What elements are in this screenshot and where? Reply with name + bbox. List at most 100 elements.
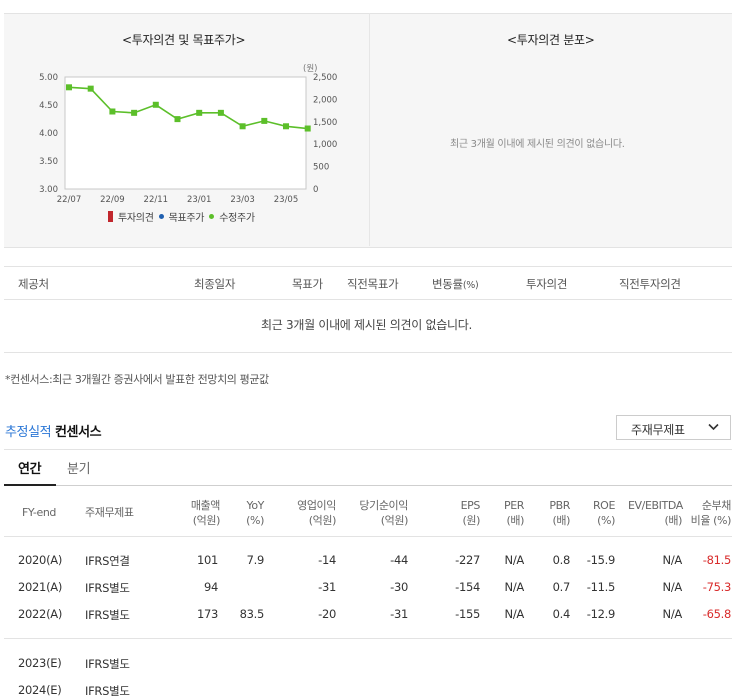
header-opinion: 투자의견 <box>526 277 568 291</box>
col-per-label: PER <box>503 499 524 512</box>
adjusted-price-point <box>196 109 203 116</box>
tab-annual[interactable]: 연간 <box>18 462 42 477</box>
col-roe: ROE (%) <box>581 498 615 528</box>
y-left-tick-label: 3.00 <box>39 185 58 195</box>
adjusted-price-point <box>261 117 268 124</box>
col-yoy: YoY (%) <box>230 498 264 528</box>
header-prev-target-price: 직전목표가 <box>347 277 399 291</box>
legend-opinion-swatch <box>108 211 113 222</box>
header-change-rate: 변동률(%) <box>432 276 479 292</box>
y-right-tick-label: 1,000 <box>313 140 337 150</box>
col-fy-end: FY-end <box>21 506 57 519</box>
cell-sales: 101 <box>196 553 218 567</box>
statement-select[interactable]: 주재무제표 <box>616 415 731 440</box>
adjusted-price-point <box>131 109 138 116</box>
cell-basis: IFRS별도 <box>85 608 130 622</box>
opinion-chart-title: <투자의견 및 목표주가> <box>122 33 246 47</box>
cell-sales: 173 <box>196 607 218 621</box>
cell-net: -31 <box>390 607 408 621</box>
adjusted-price-point <box>239 123 246 130</box>
cell-fy: 2020(A) <box>18 553 63 567</box>
actual-estimate-divider <box>4 638 732 639</box>
consensus-footnote: *컨센서스:최근 3개월간 증권사에서 발표한 전망치의 평균값 <box>5 373 269 386</box>
adjusted-price-point <box>174 116 181 123</box>
cell-basis: IFRS별도 <box>85 657 130 671</box>
col-ev-ebitda-label: EV/EBITDA <box>628 499 683 512</box>
cell-per: N/A <box>504 580 525 594</box>
adjusted-price-point <box>283 123 289 130</box>
statement-select-value: 주재무제표 <box>631 423 685 437</box>
header-prev-opinion: 직전투자의견 <box>619 277 681 291</box>
cell-pbr: 0.4 <box>552 607 571 621</box>
cell-roe: -11.5 <box>586 580 616 594</box>
col-pbr: PBR (배) <box>536 498 570 528</box>
cell-roe: -15.9 <box>586 553 616 567</box>
x-tick-label: 22/09 <box>100 195 125 205</box>
header-change-rate-label: 변동률 <box>432 277 463 291</box>
col-sales-unit: (억원) <box>192 514 221 527</box>
cell-debt: -75.3 <box>702 580 732 594</box>
col-basis: 주재무제표 <box>85 506 134 519</box>
opinion-chart: 22/07 22/09 22/11 23/01 23/03 23/05 5.00 4.50 4.… <box>39 64 337 205</box>
header-last-date: 최종일자 <box>194 277 236 291</box>
cell-sales: 94 <box>203 580 218 594</box>
y-right-tick-label: 500 <box>313 163 329 173</box>
y-right-tick-label: 2,500 <box>313 73 337 83</box>
chart-legend: 투자의견 목표주가 수정주가 <box>108 209 255 224</box>
legend-adjusted-label: 수정주가 <box>219 213 255 224</box>
chart-plot-area <box>64 76 307 190</box>
y-left-tick-label: 4.50 <box>39 101 58 111</box>
cell-debt: -81.5 <box>702 553 732 567</box>
cell-net: -30 <box>390 580 408 594</box>
y-right-unit: (원) <box>303 64 317 74</box>
tab-quarterly[interactable]: 분기 <box>67 462 91 477</box>
tab-annual-indicator <box>4 484 56 486</box>
cell-op: -14 <box>318 553 336 567</box>
y-right-tick-label: 1,500 <box>313 118 337 128</box>
cell-basis: IFRS별도 <box>85 581 130 595</box>
cell-ev: N/A <box>662 553 683 567</box>
col-operating-income-label: 영업이익 <box>297 499 336 512</box>
cell-net: -44 <box>390 553 408 567</box>
col-yoy-label: YoY <box>246 499 264 512</box>
cell-fy: 2022(A) <box>18 607 63 621</box>
col-per: PER (배) <box>490 498 524 528</box>
x-tick-label: 23/05 <box>274 195 299 205</box>
col-net-debt-ratio-label: 순부채 <box>701 499 732 512</box>
cell-op: -20 <box>318 607 336 621</box>
adjusted-price-point <box>66 84 72 91</box>
cell-fy: 2023(E) <box>18 656 62 670</box>
cell-per: N/A <box>504 553 525 567</box>
col-ev-ebitda: EV/EBITDA (배) <box>628 498 683 528</box>
header-provider: 제공처 <box>18 277 49 291</box>
col-operating-income: 영업이익 (억원) <box>280 498 336 528</box>
cell-pbr: 0.8 <box>552 553 571 567</box>
table-header-bottom-line <box>4 536 732 537</box>
cell-eps: -155 <box>455 607 480 621</box>
opinion-table-bottom-line <box>4 352 732 353</box>
col-net-income: 당기순이익 (억원) <box>348 498 408 528</box>
col-operating-income-unit: (억원) <box>308 514 337 527</box>
col-eps-label: EPS <box>460 499 481 512</box>
chevron-down-icon <box>708 423 719 431</box>
x-tick-label: 22/11 <box>144 195 169 205</box>
col-pbr-label: PBR <box>549 499 570 512</box>
col-per-unit: (배) <box>506 514 524 527</box>
opinion-table-empty: 최근 3개월 이내에 제시된 의견이 없습니다. <box>261 318 473 332</box>
col-net-debt-ratio-unit: 비율 (%) <box>690 514 732 527</box>
y-left-tick-label: 5.00 <box>39 73 58 83</box>
legend-opinion-label: 투자의견 <box>118 213 154 224</box>
cell-pbr: 0.7 <box>552 580 571 594</box>
consensus-title-rest: 컨센서스 <box>54 425 102 440</box>
y-left-tick-label: 3.50 <box>39 157 58 167</box>
adjusted-price-point <box>87 85 94 92</box>
cell-basis: IFRS연결 <box>85 554 130 568</box>
adjusted-price-point <box>152 101 159 108</box>
adjusted-price-point <box>217 109 224 116</box>
cell-roe: -12.9 <box>586 607 616 621</box>
legend-target-swatch <box>158 214 164 219</box>
cell-basis: IFRS별도 <box>85 684 130 698</box>
cell-fy: 2024(E) <box>18 683 62 697</box>
adjusted-price-point <box>304 125 311 132</box>
cell-per: N/A <box>504 607 525 621</box>
